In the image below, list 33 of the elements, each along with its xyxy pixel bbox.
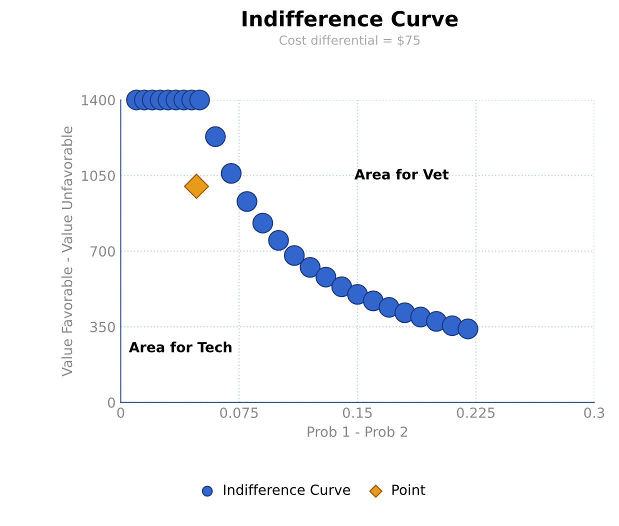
point	[268, 230, 289, 251]
point	[458, 318, 478, 340]
point	[205, 126, 226, 148]
annotation: Area for Vet	[354, 168, 449, 180]
x-axis-title: Prob 1 - Prob 2	[308, 426, 408, 437]
x-tick-label: 0.225	[456, 407, 495, 418]
y-tick-label: 1050	[82, 170, 115, 182]
chart-title: Indifference Curve	[242, 10, 458, 27]
x-tick-label: 0.075	[220, 407, 258, 418]
chart-subtitle: Cost differential = $75	[279, 35, 420, 47]
point	[284, 245, 305, 266]
point	[347, 284, 368, 305]
point	[220, 163, 242, 184]
point	[236, 191, 258, 212]
point	[252, 212, 274, 234]
legend-label: Indifference Curve	[224, 484, 350, 496]
y-tick-label: 350	[90, 322, 115, 332]
y-tick-label: 700	[90, 246, 115, 257]
point	[189, 90, 210, 110]
annotation: Area for Tech	[128, 342, 232, 352]
point	[362, 290, 384, 312]
point	[184, 174, 210, 199]
x-tick-label: 0	[117, 407, 124, 418]
y-tick-label: 0	[108, 397, 115, 408]
point	[300, 256, 320, 278]
x-tick-label: 0.15	[342, 407, 372, 418]
point	[316, 266, 336, 288]
legend-label: Point	[392, 484, 426, 496]
y-axis-title: Value Favorable - Value Unfavorable	[62, 126, 72, 376]
point	[331, 276, 352, 298]
y-tick-label: 1400	[82, 94, 115, 106]
x-tick-label: 0.3	[584, 407, 604, 418]
point	[378, 296, 400, 318]
